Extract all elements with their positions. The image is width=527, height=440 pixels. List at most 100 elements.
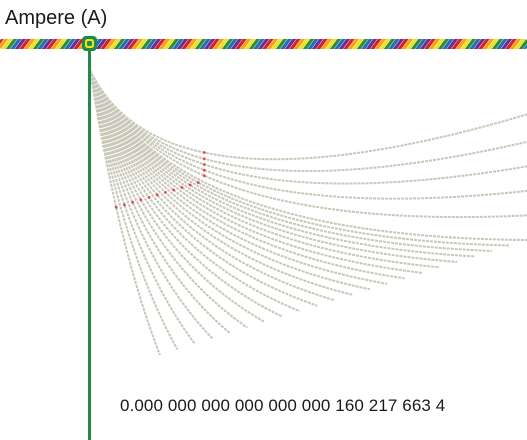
rope-stripe bbox=[9, 39, 23, 49]
rope-stripe bbox=[432, 39, 446, 49]
rope-stripe bbox=[104, 39, 117, 49]
rope-stripe bbox=[212, 39, 225, 49]
rope-stripe bbox=[302, 39, 315, 49]
strand-line bbox=[89, 69, 527, 161]
rope-stripe bbox=[324, 39, 338, 49]
rope-stripe bbox=[441, 39, 455, 49]
strand-mark bbox=[202, 157, 206, 161]
rope-stripe bbox=[356, 39, 369, 49]
rope-stripe bbox=[149, 39, 162, 49]
strand-mark bbox=[202, 168, 206, 172]
strand-mark bbox=[202, 174, 206, 178]
rope-stripe bbox=[297, 39, 311, 49]
rope-stripe bbox=[0, 39, 5, 49]
strand-fan bbox=[89, 69, 527, 356]
rope-stripe bbox=[473, 39, 486, 49]
rope-stripe bbox=[482, 39, 495, 49]
rope-stripe bbox=[423, 39, 437, 49]
strand-line bbox=[89, 69, 370, 291]
rope-stripe bbox=[522, 39, 527, 49]
rope-stripe bbox=[495, 39, 509, 49]
strand-line bbox=[89, 69, 423, 274]
strand-mark bbox=[202, 151, 206, 154]
rope-stripe bbox=[279, 39, 293, 49]
rope-stripe bbox=[0, 39, 9, 49]
rope-stripe bbox=[365, 39, 378, 49]
strand-line bbox=[89, 69, 527, 218]
rope-stripe bbox=[315, 39, 329, 49]
rope-stripe bbox=[27, 39, 41, 49]
rope-knot bbox=[82, 36, 97, 51]
rope-stripe bbox=[261, 39, 275, 49]
rope-stripe bbox=[248, 39, 261, 49]
strand-red-marks bbox=[114, 151, 206, 209]
rope-stripe bbox=[167, 39, 180, 49]
twisted-rope bbox=[0, 39, 527, 49]
rope-stripe bbox=[131, 39, 144, 49]
rope-stripe bbox=[63, 39, 77, 49]
rope-stripe bbox=[293, 39, 306, 49]
rope-stripe bbox=[284, 39, 297, 49]
rope-stripe bbox=[158, 39, 171, 49]
rope-stripe bbox=[266, 39, 279, 49]
rope-stripe bbox=[36, 39, 50, 49]
strand-mark bbox=[147, 196, 151, 199]
rope-stripe bbox=[171, 39, 185, 49]
strand-mark bbox=[131, 200, 135, 204]
rope-stripe bbox=[216, 39, 230, 49]
rope-stripe bbox=[333, 39, 347, 49]
rope-stripe bbox=[288, 39, 302, 49]
rope-stripe bbox=[306, 39, 320, 49]
rope-stripe bbox=[374, 39, 387, 49]
strand-mark bbox=[123, 203, 126, 207]
rope-stripe bbox=[396, 39, 410, 49]
rope-stripe bbox=[464, 39, 477, 49]
rope-stripe bbox=[450, 39, 464, 49]
rope-stripe bbox=[252, 39, 266, 49]
rope-stripe bbox=[455, 39, 468, 49]
strand-mark bbox=[188, 183, 192, 187]
rope-stripe bbox=[275, 39, 288, 49]
rope-stripe bbox=[54, 39, 68, 49]
rope-stripe bbox=[221, 39, 234, 49]
rope-stripe bbox=[428, 39, 441, 49]
rope-stripe bbox=[234, 39, 248, 49]
strand-mark bbox=[202, 163, 206, 166]
rope-stripe bbox=[99, 39, 113, 49]
rope-stripe bbox=[311, 39, 324, 49]
strand-line bbox=[89, 69, 388, 285]
rope-stripe bbox=[18, 39, 32, 49]
strand-line bbox=[89, 69, 405, 280]
rope-stripe bbox=[185, 39, 198, 49]
rope-stripe bbox=[198, 39, 212, 49]
strand-line bbox=[89, 69, 283, 318]
unit-title: Ampere (A) bbox=[5, 7, 108, 29]
rope-stripe bbox=[144, 39, 158, 49]
vertical-pole bbox=[88, 46, 91, 440]
rope-stripe bbox=[95, 39, 108, 49]
rope-stripe bbox=[347, 39, 360, 49]
rope-stripe bbox=[378, 39, 392, 49]
rope-stripe bbox=[387, 39, 401, 49]
strand-line bbox=[89, 69, 179, 351]
rope-stripe bbox=[257, 39, 270, 49]
rope-stripe bbox=[135, 39, 149, 49]
rope-stripe bbox=[405, 39, 419, 49]
rope-stripe bbox=[446, 39, 459, 49]
elementary-charge-value: 0.000 000 000 000 000 000 160 217 663 4 bbox=[120, 396, 446, 415]
rope-stripe bbox=[14, 39, 27, 49]
rope-stripe bbox=[504, 39, 518, 49]
rope-stripe bbox=[108, 39, 122, 49]
rope-stripe bbox=[117, 39, 131, 49]
rope-stripe bbox=[59, 39, 72, 49]
rope-stripe bbox=[243, 39, 257, 49]
rope-stripe bbox=[126, 39, 140, 49]
rope-stripe bbox=[491, 39, 504, 49]
rope-stripe bbox=[392, 39, 405, 49]
rope-stripe bbox=[180, 39, 194, 49]
rope-stripe bbox=[459, 39, 473, 49]
rope-stripe bbox=[342, 39, 356, 49]
rope-stripe bbox=[207, 39, 221, 49]
